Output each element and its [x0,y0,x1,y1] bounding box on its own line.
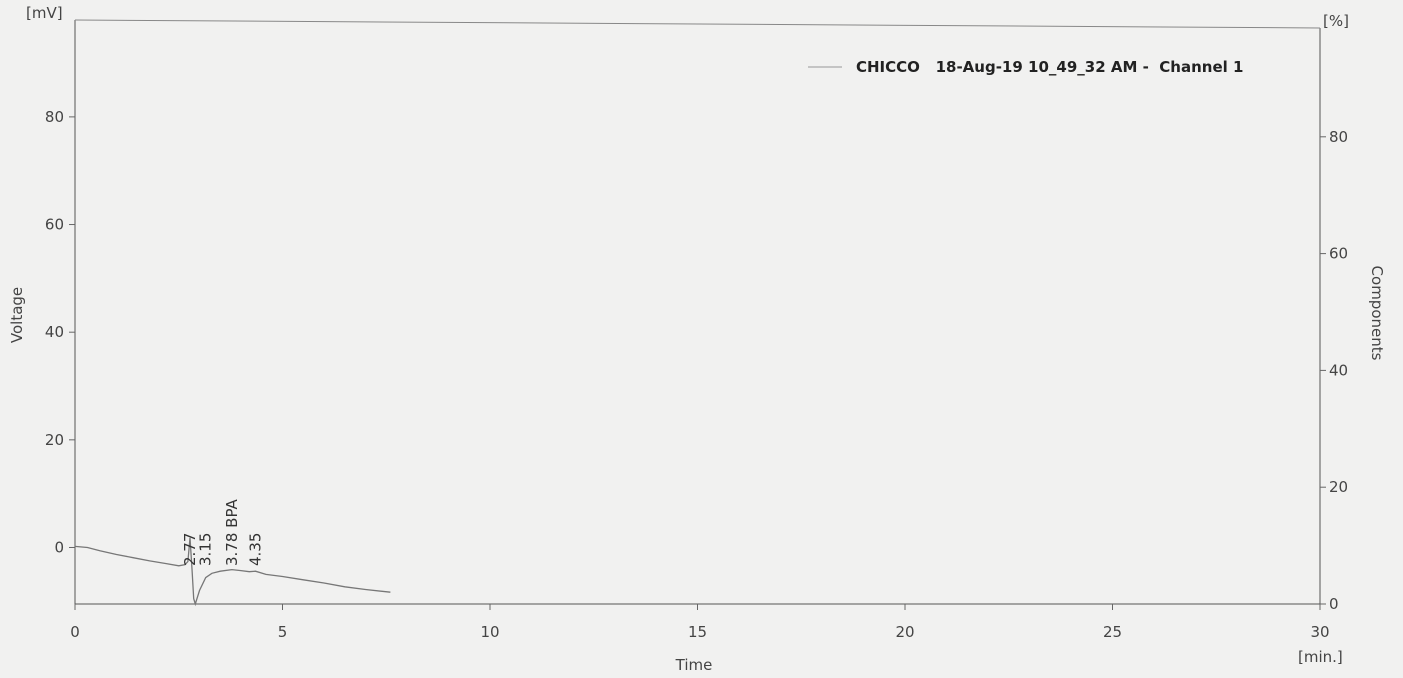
y2-axis-title: Components [1368,266,1386,361]
peak-label: 3.78 BPA [223,498,241,566]
x-tick-label: 30 [1310,623,1329,641]
y2-tick-label: 60 [1329,245,1348,263]
peak-label: 2.77 [181,533,199,566]
y2-unit-label: [%] [1323,12,1349,30]
legend: CHICCO 18-Aug-19 10_49_32 AM - Channel 1 [808,58,1243,76]
legend-label: CHICCO 18-Aug-19 10_49_32 AM - Channel 1 [856,58,1243,76]
x-tick-label: 25 [1103,623,1122,641]
x-tick-label: 15 [688,623,707,641]
y2-tick-label: 20 [1329,478,1348,496]
x-tick-label: 20 [895,623,914,641]
x-tick-label: 5 [278,623,288,641]
y-tick-label: 80 [45,108,64,126]
x-tick-label: 0 [70,623,80,641]
y-unit-label: [mV] [26,4,63,22]
y-tick-label: 60 [45,216,64,234]
x-axis-title: Time [675,656,713,674]
y2-tick-label: 80 [1329,128,1348,146]
x-unit-label: [min.] [1298,648,1343,666]
top-frame-line [74,19,1321,29]
peak-label: 4.35 [247,533,265,566]
y-tick-label: 0 [54,538,64,556]
y2-tick-label: 40 [1329,361,1348,379]
peak-label: 3.15 [197,533,215,566]
x-tick-label: 10 [480,623,499,641]
y-axis-title: Voltage [8,287,26,343]
y-tick-label: 40 [45,323,64,341]
y-tick-label: 20 [45,431,64,449]
y2-tick-label: 0 [1329,595,1339,613]
series-trace [74,537,391,607]
